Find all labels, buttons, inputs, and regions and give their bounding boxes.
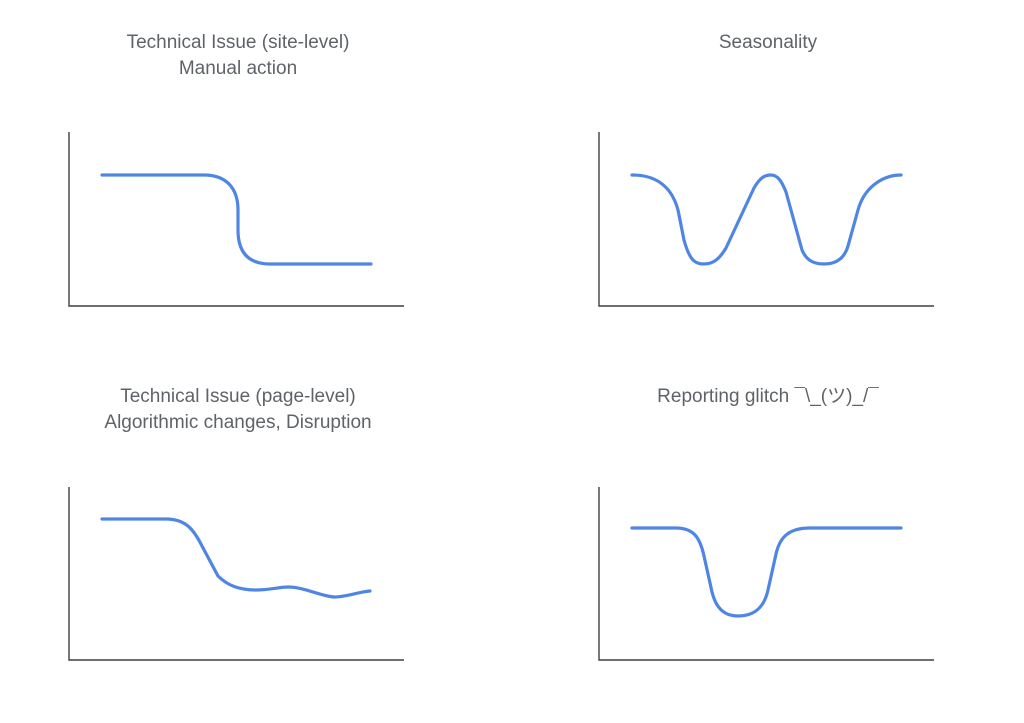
trend-line-sharp-drop bbox=[100, 173, 373, 266]
chart-axes bbox=[598, 132, 934, 307]
chart-reporting-glitch bbox=[598, 487, 934, 661]
panel-title-line: Algorithmic changes, Disruption bbox=[104, 412, 372, 433]
panel-title: Reporting glitch ¯\_(ツ)_/¯ bbox=[578, 384, 958, 410]
trend-line-temporary-dip bbox=[630, 526, 903, 618]
panel-title-line: Reporting glitch ¯\_(ツ)_/¯ bbox=[657, 386, 879, 407]
panel-title: Technical Issue (page-level) Algorithmic… bbox=[48, 384, 428, 436]
chart-axes bbox=[598, 487, 934, 661]
panel-reporting-glitch: Reporting glitch ¯\_(ツ)_/¯ bbox=[578, 384, 958, 714]
panel-title-line: Technical Issue (page-level) bbox=[120, 386, 356, 407]
chart-site-level bbox=[68, 132, 404, 307]
panel-title-line: Manual action bbox=[178, 58, 298, 79]
chart-axes bbox=[68, 487, 404, 661]
trend-line-repeating-dips bbox=[630, 173, 903, 266]
panel-title-line: Technical Issue (site-level) bbox=[126, 32, 350, 53]
panel-seasonality: Seasonality bbox=[578, 30, 958, 360]
chart-axes bbox=[68, 132, 404, 307]
panel-title-line: Seasonality bbox=[718, 32, 818, 53]
panel-page-level: Technical Issue (page-level) Algorithmic… bbox=[48, 384, 428, 714]
chart-seasonality bbox=[598, 132, 934, 307]
panel-title: Seasonality bbox=[578, 30, 958, 56]
trend-line-gradual-decline bbox=[100, 517, 372, 599]
panel-site-level: Technical Issue (site-level) Manual acti… bbox=[48, 30, 428, 360]
chart-page-level bbox=[68, 487, 404, 661]
panel-title: Technical Issue (site-level) Manual acti… bbox=[48, 30, 428, 82]
